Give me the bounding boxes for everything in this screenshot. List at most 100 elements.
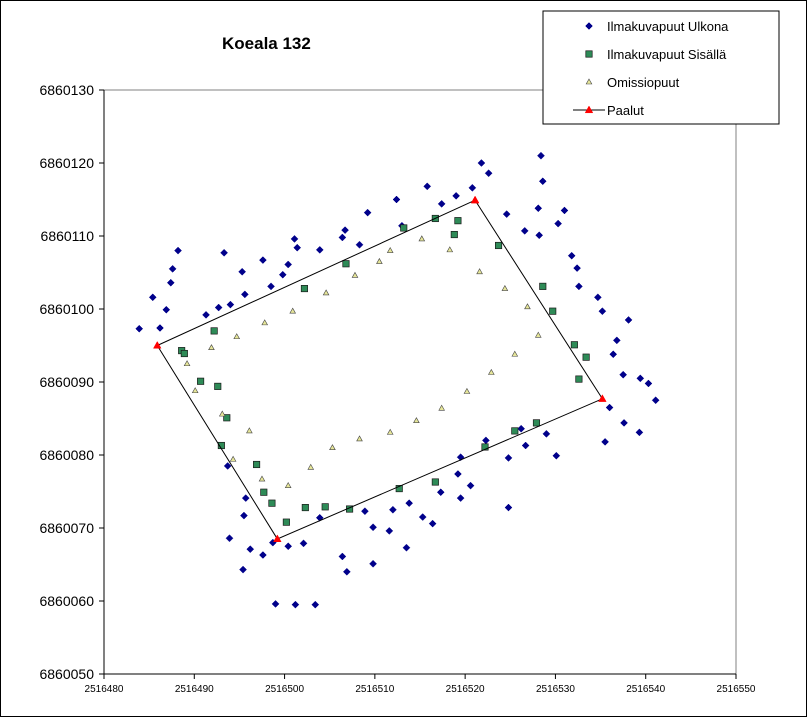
data-point [428, 519, 437, 528]
data-point [619, 370, 627, 379]
data-point [418, 513, 427, 521]
data-point [452, 191, 460, 200]
data-point [524, 303, 531, 310]
data-point [605, 403, 614, 412]
data-point [261, 319, 269, 326]
data-point [258, 475, 266, 482]
data-point [400, 224, 408, 232]
y-tick-label: 6860090 [39, 374, 94, 390]
series-2 [183, 235, 542, 488]
data-point [454, 470, 462, 478]
data-point [282, 518, 290, 526]
data-point [395, 485, 403, 493]
legend-label: Omissiopuut [607, 75, 680, 90]
data-point [369, 559, 377, 568]
legend-label: Paalut [607, 103, 644, 118]
data-point [329, 444, 336, 451]
data-point [511, 427, 519, 435]
data-point [466, 481, 475, 490]
data-point [240, 511, 248, 520]
data-point [534, 331, 542, 338]
data-point [386, 246, 394, 253]
data-point [520, 227, 529, 235]
data-point [436, 488, 445, 497]
data-point [392, 195, 401, 204]
data-point [609, 350, 618, 359]
data-point [223, 414, 231, 422]
chart-title: Koeala 132 [222, 34, 311, 53]
x-tick-label: 2516520 [446, 684, 485, 695]
data-point [402, 543, 411, 552]
data-point [624, 316, 633, 324]
data-point [389, 505, 397, 514]
data-point [552, 451, 561, 460]
data-point [315, 246, 324, 254]
y-tick-label: 6860050 [39, 666, 94, 682]
data-point [535, 231, 544, 240]
legend-marker [585, 50, 593, 58]
data-point [226, 300, 235, 309]
data-point [502, 210, 511, 218]
legend-label: Ilmakuvapuut Sisällä [607, 47, 727, 62]
data-point [601, 438, 609, 446]
data-point [246, 545, 255, 554]
data-point [293, 243, 302, 252]
data-point [644, 379, 653, 388]
data-point [488, 368, 495, 375]
data-point [202, 310, 210, 319]
data-point [363, 208, 372, 217]
data-point [376, 257, 383, 264]
x-tick-label: 2516500 [265, 684, 304, 695]
data-point [156, 324, 164, 332]
legend-marker [585, 22, 593, 30]
data-point [229, 455, 237, 462]
data-point [386, 428, 394, 435]
data-point [636, 374, 645, 383]
data-point [385, 527, 394, 535]
x-tick-label: 2516480 [85, 684, 124, 695]
data-point [183, 360, 191, 367]
series-layer [135, 151, 660, 609]
data-point [405, 499, 414, 508]
data-point [456, 494, 465, 502]
data-point [246, 427, 253, 434]
data-point [148, 293, 157, 302]
data-point [162, 305, 171, 314]
data-point [268, 499, 276, 507]
data-point [238, 267, 246, 276]
data-point [322, 289, 330, 296]
data-point [241, 494, 250, 502]
data-point [214, 382, 222, 390]
data-point [437, 200, 446, 208]
data-point [369, 523, 377, 532]
data-point [289, 307, 297, 314]
data-point [554, 219, 562, 228]
y-tick-label: 6860070 [39, 520, 94, 536]
data-point [321, 503, 329, 511]
legend: Ilmakuvapuut Ulkona Ilmakuvapuut Sisällä O… [542, 10, 780, 125]
y-axis: 6860050 6860060 6860070 6860080 6860090 68601… [39, 82, 737, 682]
data-point [361, 507, 369, 516]
y-tick-label: 6860080 [39, 447, 94, 463]
data-point [476, 268, 483, 275]
data-point [174, 246, 182, 255]
data-point [511, 350, 519, 357]
data-point [423, 182, 432, 191]
data-point [468, 183, 477, 192]
data-point [278, 270, 287, 279]
data-point [271, 600, 280, 608]
data-point [356, 435, 363, 442]
data-point [470, 195, 480, 204]
data-point [239, 565, 247, 574]
x-tick-label: 2516490 [175, 684, 214, 695]
data-point [537, 151, 545, 160]
legend-label: Ilmakuvapuut Ulkona [607, 19, 729, 34]
data-point [575, 375, 583, 383]
data-point [168, 264, 177, 273]
data-point [446, 246, 454, 253]
data-point [300, 285, 308, 293]
data-point [342, 260, 350, 268]
data-point [290, 235, 299, 243]
data-point [570, 341, 578, 349]
